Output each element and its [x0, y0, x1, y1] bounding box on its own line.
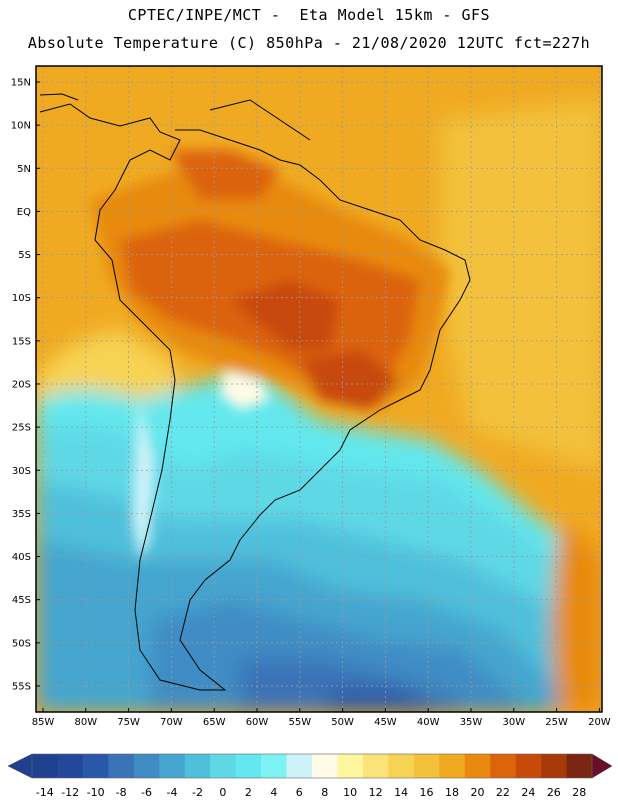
lat-label: 10N [11, 121, 31, 132]
colorbar-tick-label: 22 [496, 786, 510, 799]
colorbar-swatch [515, 754, 542, 778]
colorbar-high-arrow [591, 753, 613, 779]
lat-label: 15S [12, 336, 31, 347]
lat-label: 15N [11, 78, 31, 89]
colorbar-tick-label: 0 [219, 786, 226, 799]
lat-label: 5S [18, 250, 31, 261]
colorbar-border [31, 753, 593, 779]
lon-label: 35W [460, 717, 483, 728]
lat-label: 30S [12, 466, 31, 477]
colorbar-swatch [337, 754, 364, 778]
colorbar-swatch [159, 754, 186, 778]
colorbar-swatch [439, 754, 466, 778]
lon-label: 25W [545, 717, 568, 728]
lon-label: 40W [417, 717, 440, 728]
colorbar-swatch [235, 754, 262, 778]
colorbar-swatch [413, 754, 440, 778]
lon-label: 30W [502, 717, 525, 728]
lat-lon-grid [36, 66, 602, 712]
colorbar-tick-label: 16 [420, 786, 434, 799]
lat-label: 55S [12, 681, 31, 692]
lat-label: 50S [12, 638, 31, 649]
colorbar-low-arrow [7, 753, 33, 779]
colorbar-swatch [312, 754, 338, 778]
lon-label: 20W [588, 717, 611, 728]
lon-label: 50W [331, 717, 354, 728]
lat-label: 45S [12, 595, 31, 606]
lon-label: 85W [32, 717, 55, 728]
colorbar-tick-label: 18 [445, 786, 459, 799]
lon-label: 65W [203, 717, 226, 728]
colorbar-tick-label: -14 [36, 786, 54, 799]
lon-label: 45W [374, 717, 397, 728]
coastline [39, 93, 471, 691]
colorbar-swatch [108, 754, 135, 778]
colorbar-swatch [261, 754, 287, 778]
lon-label: 80W [74, 717, 97, 728]
lat-label: 35S [12, 509, 31, 520]
colorbar-tick-label: -2 [192, 786, 203, 799]
colorbar-tick-label: 8 [321, 786, 328, 799]
colorbar-swatch [32, 754, 58, 778]
lat-label: 40S [12, 552, 31, 563]
lat-label: 20S [12, 379, 31, 390]
colorbar-tick-label: 6 [296, 786, 303, 799]
colorbar-swatch [566, 754, 593, 778]
colorbar-tick-label: 24 [521, 786, 535, 799]
colorbar: -14 -12 -10 -8 -6 -4 -2 0 2 4 6 8 10 12 14 16 18 20 22 24 26… [7, 753, 613, 799]
colorbar-swatch [286, 754, 313, 778]
chart-title-line-1: CPTEC/INPE/MCT - Eta Model 15km - GFS [127, 6, 491, 24]
colorbar-tick-label: -8 [116, 786, 127, 799]
colorbar-tick-label: 20 [470, 786, 484, 799]
colorbar-tick-label: 2 [245, 786, 252, 799]
chart-title-line-2: Absolute Temperature (C) 850hPa - 21/08/… [27, 34, 591, 52]
colorbar-tick-label: 10 [343, 786, 357, 799]
colorbar-tick-label: 4 [270, 786, 277, 799]
colorbar-tick-label: -10 [87, 786, 105, 799]
colorbar-tick-label: -6 [141, 786, 152, 799]
lon-label: 70W [160, 717, 183, 728]
lat-label: EQ [17, 207, 31, 218]
lat-label: 10S [12, 293, 31, 304]
temperature-field [36, 66, 602, 712]
colorbar-swatch [184, 754, 211, 778]
colorbar-swatch [57, 754, 84, 778]
lat-label: 25S [12, 423, 31, 434]
colorbar-tick-label: -4 [167, 786, 178, 799]
colorbar-swatch [490, 754, 516, 778]
colorbar-tick-label: 14 [394, 786, 408, 799]
map-frame [35, 65, 603, 713]
colorbar-swatch [464, 754, 491, 778]
colorbar-tick-label: 28 [572, 786, 586, 799]
lat-label: 5N [17, 164, 31, 175]
colorbar-swatch [82, 754, 109, 778]
lon-label: 55W [288, 717, 311, 728]
lon-label: 75W [117, 717, 140, 728]
colorbar-swatch [362, 754, 389, 778]
lon-label: 60W [246, 717, 269, 728]
latitude-labels: 15N 10N 5N EQ 5S 10S 15S 20S 25S 30S 35S 40S 45S 50S 5… [11, 78, 40, 692]
colorbar-swatch [210, 754, 236, 778]
colorbar-swatch [388, 754, 415, 778]
colorbar-swatch [541, 754, 567, 778]
colorbar-tick-label: 26 [547, 786, 561, 799]
colorbar-tick-label: -12 [61, 786, 79, 799]
colorbar-swatch [133, 754, 160, 778]
colorbar-tick-label: 12 [369, 786, 383, 799]
longitude-labels: 85W 80W 75W 70W 65W 60W 55W 50W 45W 40W 35W 30W 25W 2… [32, 708, 611, 728]
